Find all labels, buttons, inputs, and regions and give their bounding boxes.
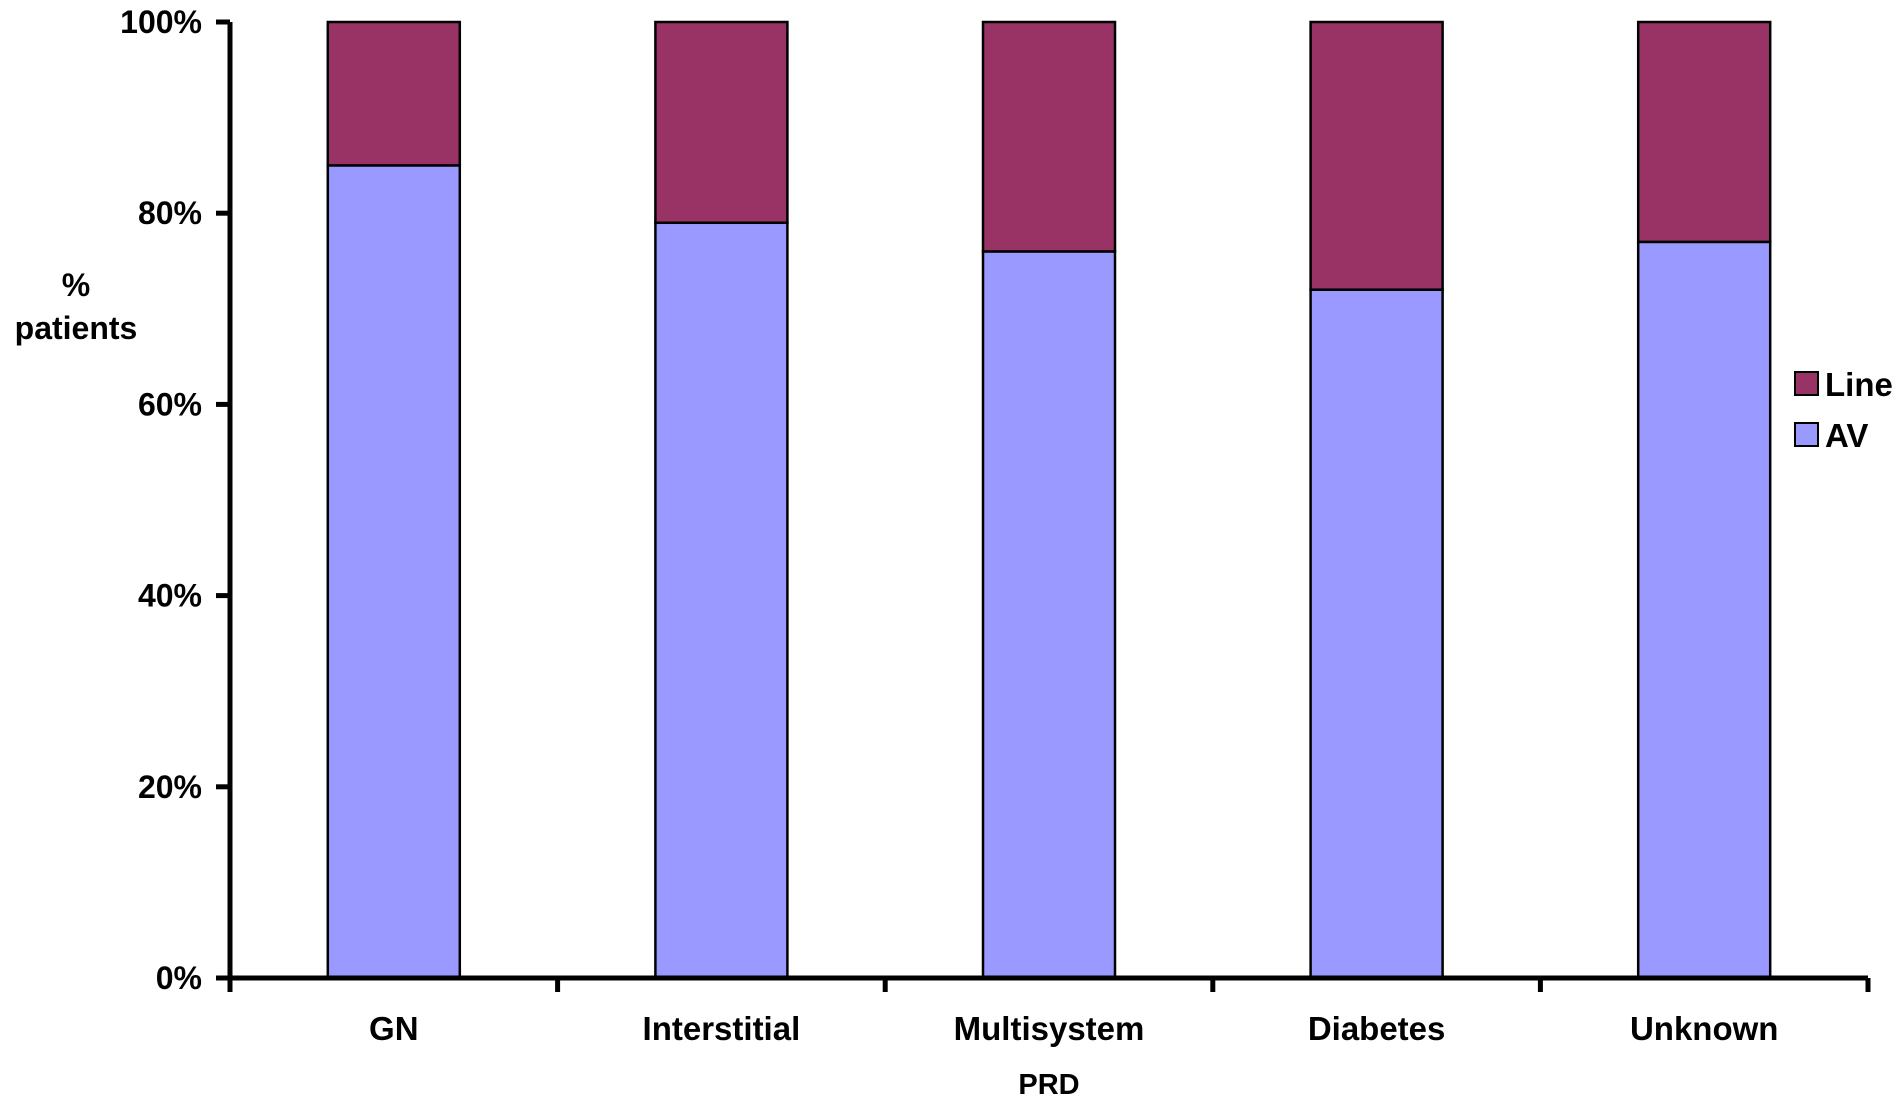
bar-line-gn [326,20,462,167]
y-tick-label: 100% [120,4,202,40]
y-tick-label: 20% [138,769,202,805]
y-tick-label: 80% [138,195,202,231]
y-ticks: 0% 20% 40% 60% 80% 100% [120,4,230,996]
y-tick-label: 40% [138,578,202,614]
bar-line-multisystem [981,20,1117,253]
bar-line-unknown [1636,20,1772,244]
x-tick-label-interstitial: Interstitial [643,1010,801,1047]
axes-layer [227,22,1868,981]
legend-swatch-line [1794,371,1819,396]
x-tick-label-multisystem: Multisystem [954,1010,1145,1047]
y-tick-label: 0% [156,960,202,996]
x-ticks: GN Interstitial Multisystem Diabetes Unknown [227,978,1871,1047]
legend-swatch-av [1794,422,1819,447]
y-tick-label: 60% [138,386,202,422]
y-axis-title-line-2: patients [15,310,138,346]
bar-av-multisystem [981,250,1117,980]
bar-av-unknown [1636,240,1772,980]
x-tick-label-gn: GN [369,1010,419,1047]
axis-titles: % patients PRD [15,267,1080,1098]
bar-av-interstitial [654,221,789,980]
bars-layer [326,20,1772,980]
y-axis-title-line-1: % [62,267,90,303]
bar-av-gn [326,164,462,980]
bar-av-diabetes [1309,288,1444,980]
x-axis-title: PRD [1018,1069,1079,1098]
bar-line-diabetes [1309,20,1444,291]
legend-label-line: Line [1825,366,1893,403]
bar-line-interstitial [654,20,789,225]
x-tick-label-diabetes: Diabetes [1308,1010,1446,1047]
legend-label-av: AV [1825,417,1868,454]
legend: Line AV [1794,366,1893,454]
x-tick-label-unknown: Unknown [1630,1010,1778,1047]
